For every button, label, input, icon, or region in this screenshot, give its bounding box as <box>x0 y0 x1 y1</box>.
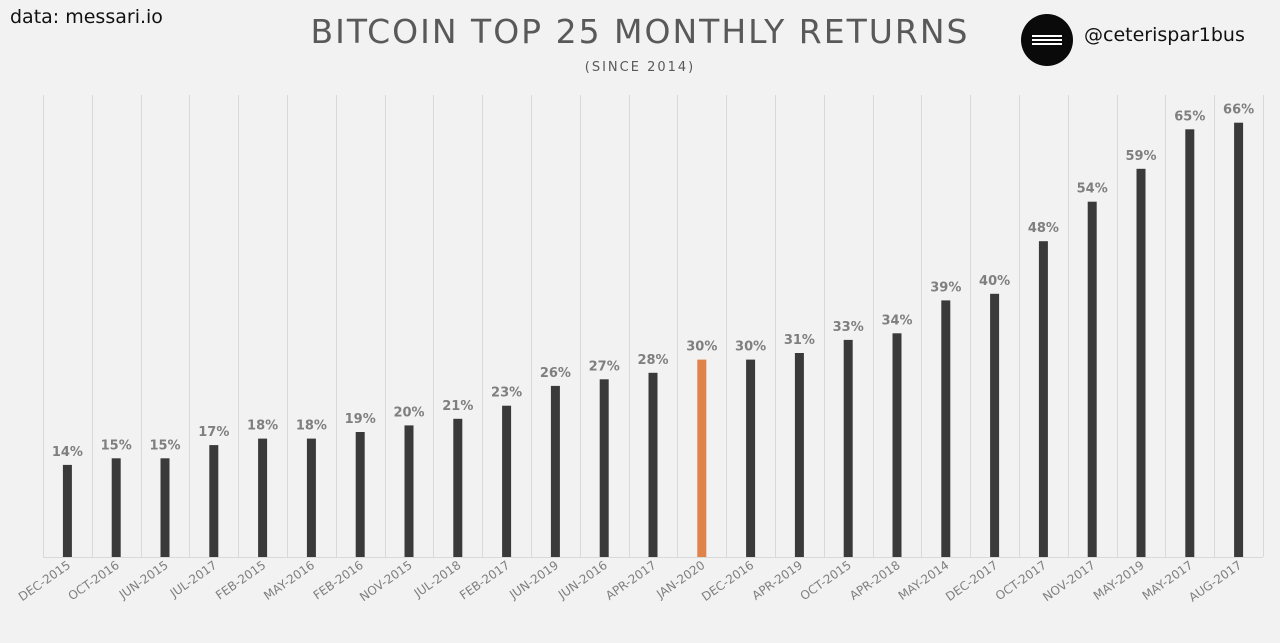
data-label: 21% <box>442 399 473 414</box>
x-tick-label: JUL-2018 <box>411 558 464 601</box>
x-tick-label: APR-2019 <box>749 558 805 603</box>
x-tick-label: NOV-2017 <box>1040 558 1098 604</box>
bar <box>453 418 463 557</box>
x-tick-label: MAY-2014 <box>896 558 952 603</box>
data-label: 23% <box>491 386 522 401</box>
data-label: 19% <box>345 412 376 427</box>
data-label: 33% <box>833 320 864 335</box>
bar <box>404 425 414 557</box>
data-label: 31% <box>784 333 815 348</box>
x-tick-label: OCT-2015 <box>798 558 854 603</box>
x-tick-label: FEB-2015 <box>213 558 268 603</box>
bar <box>160 458 170 557</box>
chart-title: BITCOIN TOP 25 MONTHLY RETURNS <box>310 12 970 51</box>
data-label: 28% <box>637 353 668 368</box>
bar <box>1136 168 1146 558</box>
bar <box>648 372 658 557</box>
bar <box>941 300 951 557</box>
data-label: 26% <box>540 366 571 381</box>
data-label: 30% <box>686 340 717 355</box>
bar <box>502 405 512 557</box>
data-label: 54% <box>1077 182 1108 197</box>
x-tick-label: JUN-2016 <box>555 558 610 602</box>
data-label: 20% <box>393 405 424 420</box>
x-tick-label: FEB-2016 <box>311 558 366 603</box>
bar <box>550 385 560 557</box>
x-tick-label: APR-2018 <box>847 558 903 603</box>
bar <box>794 353 804 557</box>
bar <box>1185 129 1195 558</box>
bar <box>843 339 853 557</box>
logo-icon <box>1021 14 1073 66</box>
data-label: 66% <box>1223 103 1254 118</box>
data-label: 34% <box>881 313 912 328</box>
bar <box>209 445 219 557</box>
x-tick-label: JAN-2020 <box>653 558 707 602</box>
x-tick-label: APR-2017 <box>603 558 659 603</box>
bar <box>355 432 365 557</box>
x-tick-label: MAY-2019 <box>1091 558 1147 603</box>
bar <box>697 359 707 557</box>
data-label: 17% <box>198 425 229 440</box>
data-label: 15% <box>149 438 180 453</box>
bar <box>1038 241 1048 557</box>
x-tick-label: JUN-2019 <box>506 558 561 602</box>
data-label: 18% <box>296 419 327 434</box>
data-label: 39% <box>930 280 961 295</box>
x-tick-label: OCT-2017 <box>993 558 1049 603</box>
data-label: 30% <box>735 340 766 355</box>
bar <box>258 438 268 557</box>
x-tick-label: NOV-2015 <box>357 558 415 604</box>
x-tick-label: JUN-2015 <box>116 558 171 602</box>
x-tick-label: AUG-2017 <box>1186 558 1244 605</box>
x-tick-label: FEB-2017 <box>457 558 512 603</box>
data-label: 14% <box>52 445 83 460</box>
bar <box>892 333 902 557</box>
bar <box>306 438 316 557</box>
bar <box>1087 201 1097 557</box>
author-handle: @ceterispar1bus <box>1084 24 1245 46</box>
x-tick-label: OCT-2016 <box>66 558 122 603</box>
chart-subtitle: (SINCE 2014) <box>584 60 696 75</box>
x-tick-label: DEC-2015 <box>16 558 73 604</box>
data-label: 18% <box>247 419 278 434</box>
data-label: 48% <box>1028 221 1059 236</box>
bar <box>111 458 121 557</box>
bar <box>746 359 756 557</box>
data-label: 27% <box>589 359 620 374</box>
bar <box>62 464 72 557</box>
x-tick-label: JUL-2017 <box>167 558 220 601</box>
data-label: 40% <box>979 274 1010 289</box>
data-label: 65% <box>1174 109 1205 124</box>
x-tick-label: MAY-2016 <box>261 558 317 603</box>
x-tick-label: MAY-2017 <box>1140 558 1196 603</box>
data-source-label: data: messari.io <box>10 6 163 28</box>
data-label: 59% <box>1125 149 1156 164</box>
bar <box>599 379 609 557</box>
bar <box>1234 122 1244 557</box>
data-label: 15% <box>101 438 132 453</box>
bar <box>990 293 1000 557</box>
x-tick-label: DEC-2017 <box>943 558 1000 604</box>
x-tick-label: DEC-2016 <box>699 558 756 604</box>
